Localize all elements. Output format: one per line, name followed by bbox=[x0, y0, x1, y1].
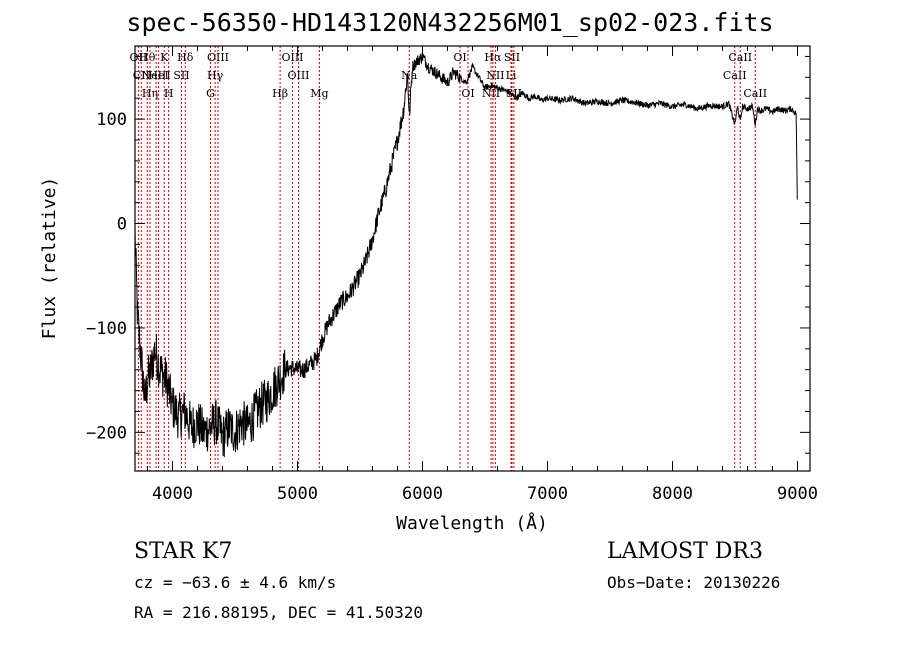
star-class: STAR K7 bbox=[134, 539, 233, 564]
line-label-24-0: SII bbox=[504, 51, 520, 64]
spectrum-series bbox=[134, 52, 798, 458]
line-label-26-1: CaII bbox=[723, 69, 747, 82]
line-label-1-1: CII bbox=[133, 69, 150, 82]
line-label-8-1: SII bbox=[173, 69, 189, 82]
x-tick-label-4: 8000 bbox=[652, 484, 693, 504]
line-label-7-2: H bbox=[164, 87, 174, 100]
line-label-28-2: CaII bbox=[743, 87, 767, 100]
observation-date: Obs−Date: 20130226 bbox=[607, 573, 781, 592]
x-tick-label-2: 6000 bbox=[402, 484, 443, 504]
line-label-16-2: Mg bbox=[310, 87, 328, 100]
y-axis-label: Flux (relative) bbox=[39, 177, 60, 340]
line-label-21-0: Hα bbox=[484, 51, 502, 64]
line-label-6-0: K bbox=[160, 51, 169, 64]
line-label-0-0: OII bbox=[130, 51, 148, 64]
line-label-2-0: Hθ bbox=[139, 51, 156, 64]
line-label-22-1: NII bbox=[486, 69, 504, 82]
line-label-14-0: OIII bbox=[281, 51, 303, 64]
y-tick-label-3: 100 bbox=[96, 110, 127, 130]
line-label-12-0: OIII bbox=[207, 51, 229, 64]
plot-frame bbox=[134, 45, 811, 472]
line-label-23-1: Li bbox=[506, 69, 517, 82]
line-label-15-1: OIII bbox=[287, 69, 309, 82]
line-label-27-0: CaII bbox=[728, 51, 752, 64]
x-tick-label-5: 9000 bbox=[777, 484, 818, 504]
survey-name: LAMOST DR3 bbox=[607, 539, 763, 564]
y-tick-label-2: 0 bbox=[117, 215, 127, 235]
axes: 4000 5000 6000 7000 8000 9000 −200 −100 0 100 bbox=[86, 46, 818, 504]
line-label-10-2: G bbox=[206, 87, 215, 100]
x-axis-label: Wavelength (Å) bbox=[396, 512, 548, 534]
line-label-17-1: Na bbox=[401, 69, 418, 82]
line-label-4-1: NeIII bbox=[142, 69, 171, 82]
line-label-9-0: Hδ bbox=[177, 51, 194, 64]
line-label-19-2: OI bbox=[461, 87, 474, 100]
spectrum-line bbox=[134, 52, 798, 458]
x-tick-label-3: 7000 bbox=[527, 484, 568, 504]
x-tick-label-1: 5000 bbox=[277, 484, 318, 504]
line-label-3-2: Hη bbox=[142, 87, 158, 100]
line-label-11-1: Hγ bbox=[207, 69, 224, 82]
chart-title: spec-56350-HD143120N432256M01_sp02-023.f… bbox=[126, 8, 774, 37]
line-label-5-1: HeI bbox=[148, 69, 168, 82]
ra-dec-coordinates: RA = 216.88195, DEC = 41.50320 bbox=[134, 603, 423, 622]
line-label-13-2: Hβ bbox=[272, 87, 288, 100]
redshift-cz: cz = −63.6 ± 4.6 km/s bbox=[134, 573, 337, 592]
x-tick-label-0: 4000 bbox=[152, 484, 193, 504]
line-label-18-0: OI bbox=[453, 51, 466, 64]
y-tick-label-0: −200 bbox=[86, 423, 127, 443]
y-tick-label-1: −100 bbox=[86, 319, 127, 339]
